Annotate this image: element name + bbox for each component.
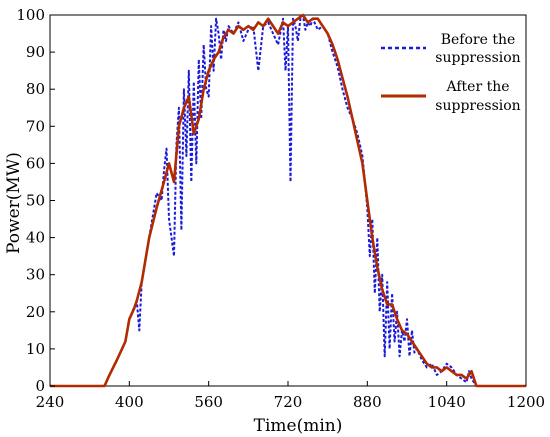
y-axis: 0 10 20 30 40 50 60 70 80 90 100 bbox=[16, 6, 55, 395]
y-tick-label: 10 bbox=[26, 340, 45, 358]
series-layer bbox=[50, 13, 526, 388]
before-suppression-line bbox=[50, 14, 526, 387]
legend-label-after-line1: After the bbox=[445, 79, 509, 95]
legend: Before the suppression After the suppres… bbox=[381, 32, 521, 114]
y-tick-label: 50 bbox=[26, 192, 45, 210]
x-tick-label: 1200 bbox=[507, 393, 545, 411]
y-axis-title: Power(MW) bbox=[4, 152, 24, 254]
y-tick-label: 30 bbox=[26, 266, 45, 284]
x-tick-label: 880 bbox=[353, 393, 382, 411]
y-tick-label: 60 bbox=[26, 154, 45, 172]
y-tick-label: 80 bbox=[26, 80, 45, 98]
x-tick-label: 1040 bbox=[428, 393, 466, 411]
legend-label-before-line2: suppression bbox=[435, 50, 520, 66]
x-tick-label: 720 bbox=[274, 393, 303, 411]
plot-area: 240 400 560 720 880 1040 1200 0 10 20 30 40 50 60 70 8… bbox=[16, 6, 545, 411]
y-tick-label: 0 bbox=[35, 377, 45, 395]
x-axis: 240 400 560 720 880 1040 1200 bbox=[36, 381, 545, 411]
y-tick-label: 90 bbox=[26, 43, 45, 61]
y-tick-label: 100 bbox=[16, 6, 45, 24]
x-tick-label: 560 bbox=[194, 393, 223, 411]
y-tick-label: 20 bbox=[26, 303, 45, 321]
x-axis-title: Time(min) bbox=[254, 416, 343, 436]
after-suppression-line bbox=[50, 13, 526, 388]
x-tick-label: 240 bbox=[36, 393, 65, 411]
legend-label-before-line1: Before the bbox=[441, 32, 516, 48]
y-tick-label: 70 bbox=[26, 117, 45, 135]
x-tick-label: 400 bbox=[115, 393, 144, 411]
y-tick-label: 40 bbox=[26, 229, 45, 247]
legend-label-after-line2: suppression bbox=[435, 98, 520, 114]
